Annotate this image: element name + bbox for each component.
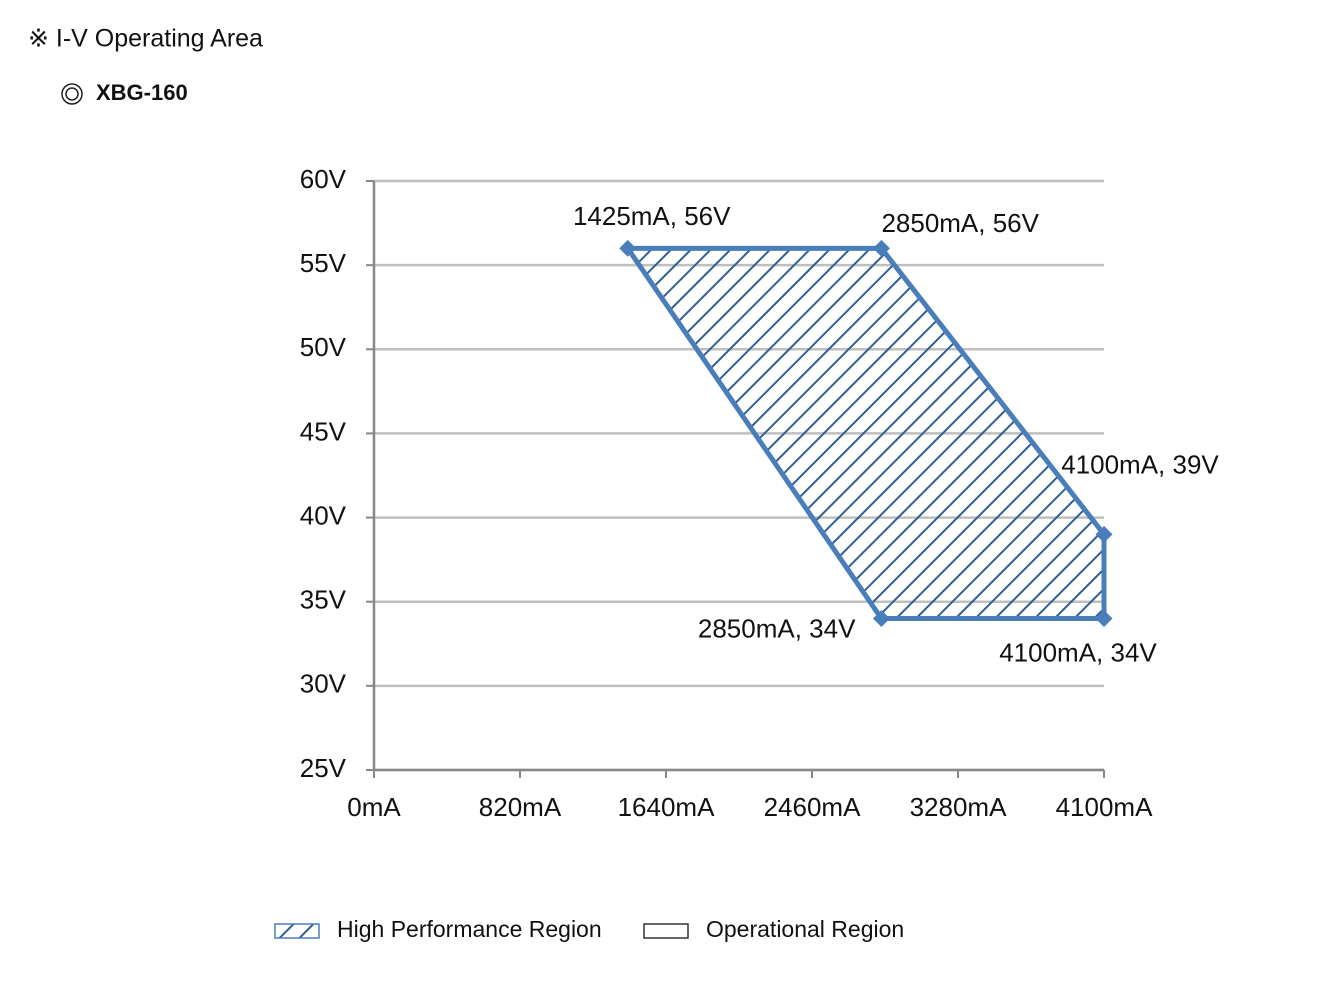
x-tick-label: 0mA: [347, 792, 401, 822]
point-marker: [1095, 525, 1113, 543]
x-tick-label: 4100mA: [1056, 792, 1153, 822]
x-tick-label: 3280mA: [910, 792, 1007, 822]
data-label: 4100mA, 39V: [1061, 449, 1219, 479]
bullet-icon: [61, 83, 83, 105]
legend-label: High Performance Region: [337, 916, 602, 942]
y-tick-label: 30V: [300, 669, 347, 699]
chart-subtitle: XBG-160: [96, 80, 188, 105]
y-tick-label: 60V: [300, 164, 347, 194]
point-marker: [619, 239, 637, 257]
y-tick-label: 50V: [300, 332, 347, 362]
x-tick-label: 2460mA: [764, 792, 861, 822]
legend-swatch: [274, 923, 320, 939]
point-marker: [872, 239, 890, 257]
x-tick-label: 820mA: [479, 792, 562, 822]
bullet-icon: [65, 87, 79, 101]
y-tick-label: 35V: [300, 585, 347, 615]
data-label: 1425mA, 56V: [573, 201, 731, 231]
y-tick-label: 55V: [300, 248, 347, 278]
chart-title: ※ I-V Operating Area: [28, 25, 263, 53]
y-tick-label: 40V: [300, 500, 347, 530]
data-label: 4100mA, 34V: [999, 637, 1157, 667]
y-tick-label: 25V: [300, 753, 347, 783]
point-marker: [872, 610, 890, 628]
legend-swatch: [643, 923, 689, 939]
point-marker: [1095, 610, 1113, 628]
data-label: 2850mA, 56V: [881, 208, 1039, 238]
x-tick-label: 1640mA: [618, 792, 715, 822]
data-label: 2850mA, 34V: [698, 613, 856, 643]
region: [625, 245, 1107, 622]
y-tick-label: 45V: [300, 416, 347, 446]
legend-label: Operational Region: [706, 916, 904, 942]
